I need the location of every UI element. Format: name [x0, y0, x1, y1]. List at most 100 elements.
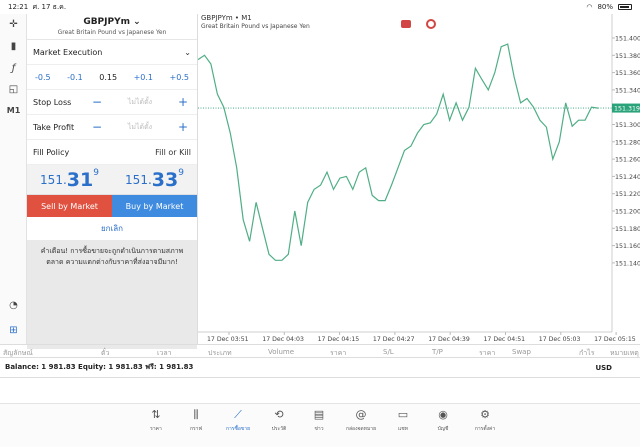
bid-price: 151. 31 9 — [27, 165, 112, 194]
chat-icon: ▭ — [397, 408, 409, 421]
chevron-down-icon: ⌄ — [133, 17, 141, 27]
history-icon: ⟲ — [274, 408, 284, 421]
chart-canvas[interactable]: 151.400151.380151.360151.340151.320151.3… — [198, 14, 640, 344]
tab-news[interactable]: ▤ ข่าว — [302, 408, 336, 433]
volume-minus-0.5[interactable]: -0.5 — [35, 72, 51, 82]
stop-loss-input[interactable]: ไม่ได้ตั้ง — [127, 97, 153, 106]
col-symbol[interactable]: สัญลักษณ์ — [3, 349, 33, 357]
take-profit-label: Take Profit — [33, 122, 75, 132]
indicator-f-icon[interactable]: ƒ — [11, 62, 16, 74]
take-profit-input[interactable]: ไม่ได้ตั้ง — [127, 122, 153, 131]
balance-row: Balance: 1 981.83 Equity: 1 981.83 ฟรี: … — [0, 358, 640, 378]
status-left: 12:21 ศ. 17 ธ.ค. — [8, 2, 66, 13]
fill-policy-label: Fill Policy — [33, 147, 70, 157]
fill-policy-value: Fill or Kill — [155, 147, 191, 157]
col-tp[interactable]: T/P — [432, 348, 443, 356]
tab-account[interactable]: ◉ บัญชี — [426, 408, 460, 433]
volume-input[interactable]: 0.15 — [99, 72, 118, 82]
x-tick-label: 17 Dec 04:15 — [318, 336, 360, 343]
col-volume[interactable]: Volume — [268, 348, 295, 356]
account-currency: USD — [595, 363, 612, 372]
tab-label: แชท — [398, 426, 408, 432]
wifi-icon: ◠ — [586, 3, 593, 11]
x-tick-label: 17 Dec 05:03 — [539, 336, 581, 343]
left-toolbar: ✛ ▮ ƒ ◱ M1 ◔ ⊞ — [0, 14, 27, 344]
col-current-price[interactable]: ราคา — [479, 349, 496, 357]
cancel-button[interactable]: ยกเลิก — [100, 224, 123, 233]
symbol-selector[interactable]: GBPJPYm ⌄ — [27, 17, 197, 27]
ask-price: 151. 33 9 — [112, 165, 197, 194]
tab-label: ราคา — [150, 426, 162, 432]
y-tick-label: 151.220 — [615, 191, 640, 198]
objects-icon[interactable]: ◱ — [8, 83, 19, 95]
col-profit[interactable]: กำไร — [579, 349, 595, 357]
take-profit-minus-button[interactable]: − — [91, 120, 103, 134]
take-profit-plus-button[interactable]: + — [177, 120, 189, 134]
timeframe-button[interactable]: M1 — [6, 105, 21, 115]
ask-price-big: 33 — [151, 168, 179, 191]
tab-mailbox[interactable]: @ กล่องจดหมาย — [344, 408, 378, 433]
x-tick-label: 17 Dec 03:51 — [207, 336, 249, 343]
col-ticket[interactable]: ตั๋ว — [101, 349, 110, 357]
crosshair-icon[interactable]: ✛ — [9, 18, 18, 30]
fill-policy-row[interactable]: Fill Policy Fill or Kill — [27, 140, 197, 165]
y-tick-label: 151.360 — [615, 70, 640, 77]
positions-table-header: สัญลักษณ์ ตั๋ว เวลา ประเภท Volume ราคา S… — [0, 344, 640, 358]
buy-by-market-button[interactable]: Buy by Market — [112, 195, 197, 217]
y-tick-label: 151.340 — [615, 87, 640, 94]
y-tick-label: 151.180 — [615, 226, 640, 233]
stop-loss-plus-button[interactable]: + — [177, 95, 189, 109]
tab-trade[interactable]: ⟋ การซื้อขาย — [221, 408, 255, 433]
y-tick-label: 151.300 — [615, 122, 640, 129]
volume-plus-0.5[interactable]: +0.5 — [169, 72, 189, 82]
stop-loss-row: Stop Loss − ไม่ได้ตั้ง + — [27, 90, 197, 115]
sell-by-market-button[interactable]: Sell by Market — [27, 195, 112, 217]
take-profit-row: Take Profit − ไม่ได้ตั้ง + — [27, 115, 197, 140]
col-type[interactable]: ประเภท — [208, 349, 232, 357]
tab-label: การตั้งค่า — [474, 426, 496, 432]
tab-label: การซื้อขาย — [225, 426, 251, 432]
tab-quotes[interactable]: ⇅ ราคา — [139, 408, 173, 433]
bottom-tab-bar: ⇅ ราคา ⫼ กราฟ ⟋ การซื้อขาย ⟲ ประวัติ ▤ ข… — [0, 403, 640, 447]
col-time[interactable]: เวลา — [157, 349, 172, 357]
volume-minus-0.1[interactable]: -0.1 — [67, 72, 83, 82]
chart-title: GBPJPYm • M1 — [201, 14, 252, 22]
price-series-line — [198, 43, 599, 261]
mailbox-icon: @ — [355, 408, 367, 421]
stop-loss-minus-button[interactable]: − — [91, 95, 103, 109]
symbol-name: GBPJPYm — [83, 17, 130, 27]
tab-chart[interactable]: ⫼ กราฟ — [179, 408, 213, 433]
new-order-icon[interactable]: ⊞ — [9, 324, 18, 336]
x-tick-label: 17 Dec 04:39 — [428, 336, 470, 343]
col-price[interactable]: ราคา — [330, 349, 347, 357]
market-warning: คำเตือน! การซื้อขายจะถูกดำเนินการตามสภาพ… — [27, 240, 197, 349]
volume-plus-0.1[interactable]: +0.1 — [133, 72, 154, 82]
balance-summary: Balance: 1 981.83 Equity: 1 981.83 ฟรี: … — [5, 363, 194, 371]
tab-history[interactable]: ⟲ ประวัติ — [262, 408, 296, 433]
one-click-trading-icon[interactable] — [401, 20, 411, 28]
y-tick-label: 151.400 — [615, 36, 640, 43]
y-tick-label: 151.240 — [615, 174, 640, 181]
execution-type-selector[interactable]: Market Execution ⌄ — [27, 40, 197, 65]
quote-prices: 151. 31 9 151. 33 9 — [27, 165, 197, 195]
chevron-down-icon: ⌄ — [184, 47, 191, 57]
account-icon: ◉ — [438, 408, 448, 421]
tab-settings[interactable]: ⚙ การตั้งค่า — [468, 408, 502, 433]
trade-history-icon[interactable]: ◔ — [9, 299, 18, 311]
tab-chat[interactable]: ▭ แชท — [386, 408, 420, 433]
price-chart[interactable]: 151.400151.380151.360151.340151.320151.3… — [198, 14, 640, 344]
signal-icon[interactable] — [426, 19, 436, 29]
candlestick-icon[interactable]: ▮ — [10, 40, 17, 52]
col-comment[interactable]: หมายเหตุ — [610, 349, 639, 357]
col-sl[interactable]: S/L — [383, 348, 394, 356]
tab-label: ประวัติ — [271, 426, 287, 432]
settings-icon: ⚙ — [480, 408, 490, 421]
bid-price-big: 31 — [66, 168, 94, 191]
tab-label: ข่าว — [314, 426, 324, 432]
bid-price-pip: 9 — [93, 167, 99, 178]
status-right: ◠ 80% — [586, 3, 632, 11]
tab-label: บัญชี — [437, 426, 449, 432]
symbol-header[interactable]: GBPJPYm ⌄ Great Britain Pound vs Japanes… — [27, 14, 197, 40]
col-swap[interactable]: Swap — [512, 348, 531, 356]
chart-subtitle: Great Britain Pound vs Japanese Yen — [201, 23, 310, 30]
